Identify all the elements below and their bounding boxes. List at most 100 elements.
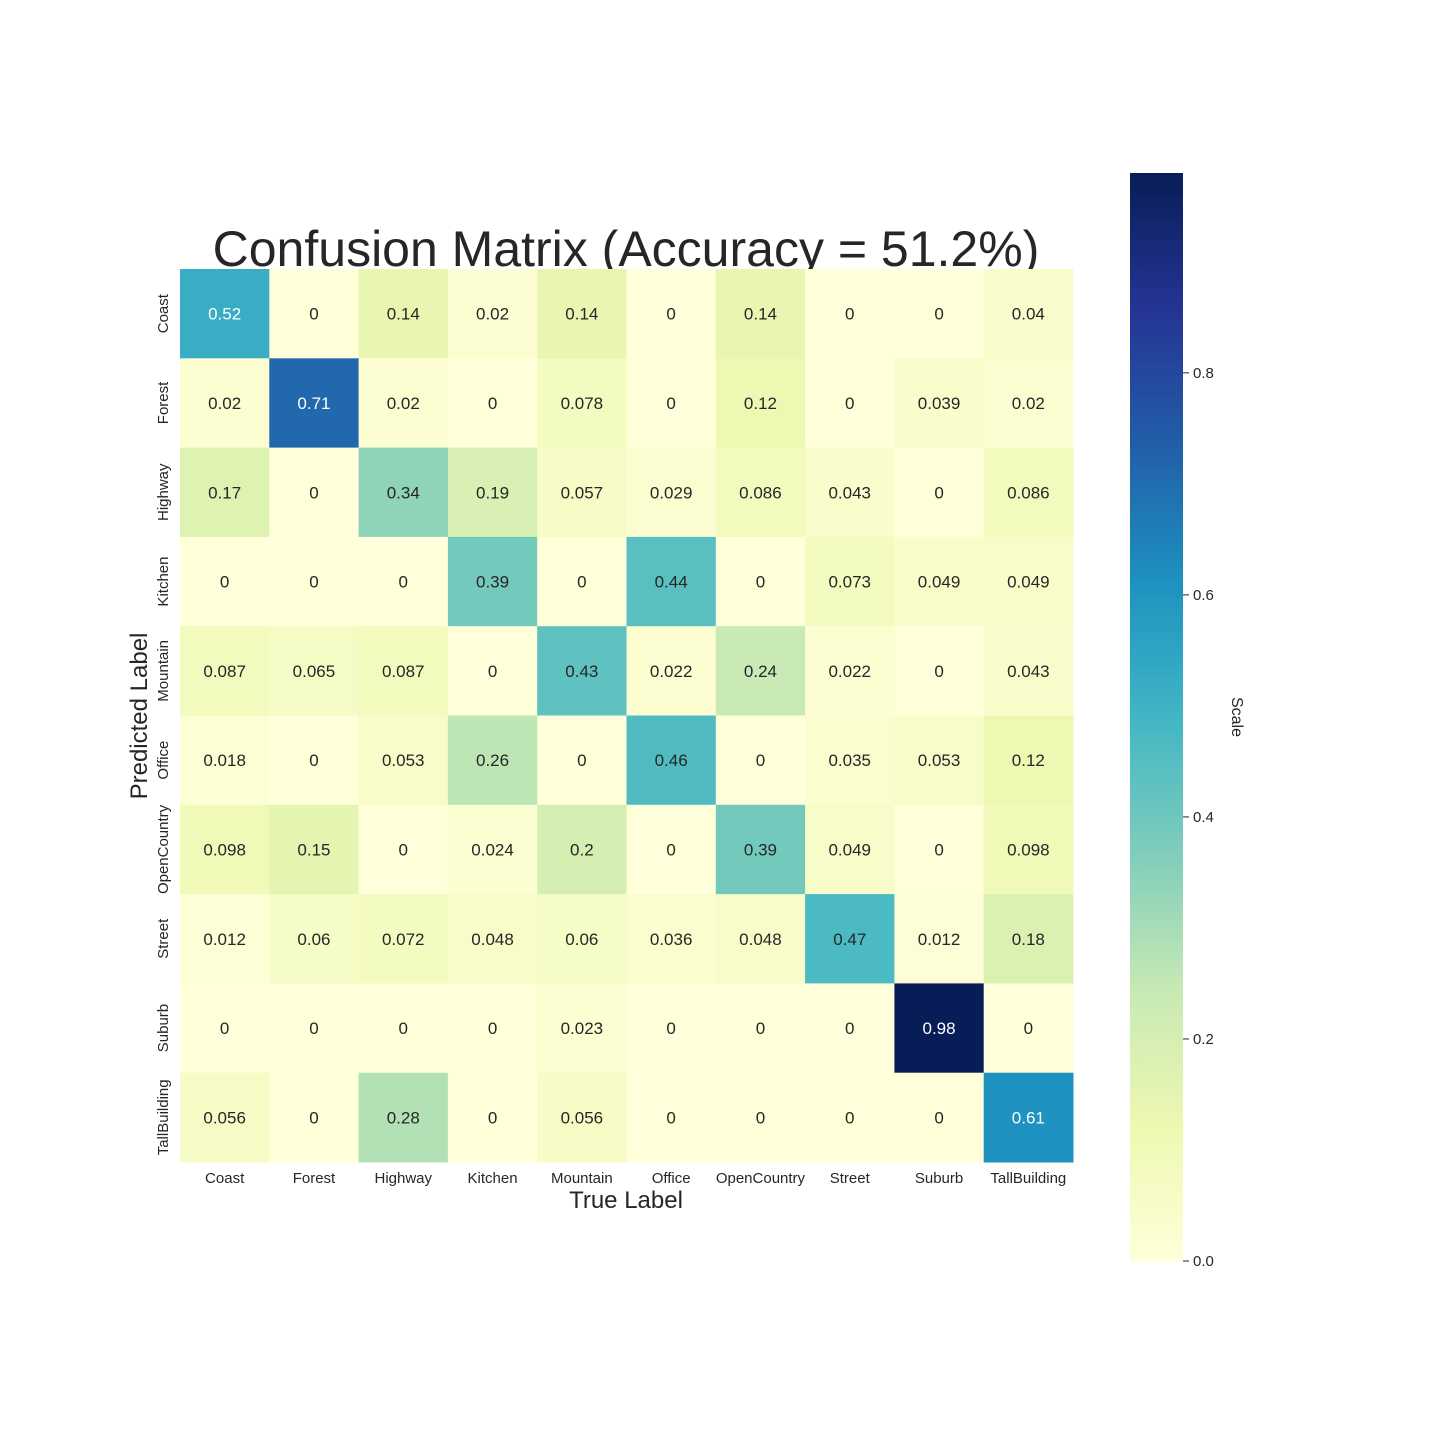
heatmap-cell (894, 447, 985, 538)
cell-value-label: 0 (399, 1019, 408, 1038)
y-tick-label: Suburb (155, 1004, 172, 1052)
cell-value-label: 0 (1024, 1019, 1033, 1038)
cell-value-label: 0.078 (561, 394, 604, 413)
x-tick-label: Forest (293, 1170, 336, 1187)
cell-value-label: 0.053 (918, 751, 961, 770)
heatmap-cell (805, 894, 895, 984)
heatmap-cell (447, 894, 538, 984)
y-tick-label: Forest (155, 381, 172, 424)
cell-value-label: 0.049 (1007, 573, 1050, 592)
heatmap-cell (805, 447, 895, 538)
cell-value-label: 0 (934, 305, 943, 324)
cell-value-label: 0.52 (208, 305, 241, 324)
x-tick-label: Suburb (915, 1170, 963, 1187)
heatmap-cell (983, 983, 1074, 1074)
colorbar: 0.0 0.2 0.4 0.6 0.8 Scale (1130, 173, 1245, 1270)
cell-value-label: 0 (666, 394, 675, 413)
heatmap-cell (537, 894, 627, 984)
heatmap-cell (269, 715, 360, 806)
x-tick-label: Street (830, 1170, 871, 1187)
heatmap-cell (447, 358, 538, 449)
cell-value-label: 0 (309, 305, 318, 324)
y-tick-label: Office (155, 741, 172, 780)
cell-value-label: 0 (666, 1108, 675, 1127)
heatmap-cell (626, 358, 717, 449)
cell-value-label: 0 (934, 840, 943, 859)
cell-value-label: 0.06 (297, 930, 330, 949)
cell-value-label: 0.06 (565, 930, 598, 949)
cell-value-label: 0.098 (1007, 840, 1050, 859)
heatmap-cell (805, 983, 895, 1074)
heatmap-cell (358, 447, 449, 538)
heatmap-cell (269, 536, 360, 627)
x-tick-label: Mountain (551, 1170, 613, 1187)
cell-value-label: 0.048 (739, 930, 782, 949)
cell-value-label: 0.04 (1012, 305, 1045, 324)
heatmap-cell (805, 358, 895, 449)
heatmap-cell (269, 1072, 360, 1163)
x-axis-label: True Label (569, 1187, 683, 1214)
cell-value-label: 0.065 (293, 662, 336, 681)
cell-value-label: 0 (488, 662, 497, 681)
heatmap-cell (269, 626, 360, 716)
heatmap-cell (626, 1072, 717, 1163)
heatmap-cell (626, 626, 717, 716)
heatmap-cell (983, 447, 1074, 538)
heatmap-cell (269, 804, 360, 895)
y-tick-label: Street (155, 918, 172, 959)
cell-value-label: 0.048 (471, 930, 514, 949)
cell-value-label: 0.47 (833, 930, 866, 949)
heatmap-cell (180, 715, 270, 806)
cell-value-label: 0.018 (203, 751, 246, 770)
heatmap-cell (626, 447, 717, 538)
y-tick-label: Coast (155, 293, 172, 333)
chart-title: Confusion Matrix (Accuracy = 51.2%) (213, 221, 1040, 277)
heatmap-cell (983, 358, 1074, 449)
cell-value-label: 0.17 (208, 483, 241, 502)
cell-value-label: 0 (399, 840, 408, 859)
cell-value-label: 0 (756, 751, 765, 770)
cell-value-label: 0 (488, 1108, 497, 1127)
colorbar-label: Scale (1228, 697, 1245, 737)
heatmap-cell (358, 894, 449, 984)
heatmap-cell (180, 983, 270, 1074)
heatmap-cell (180, 269, 270, 359)
cell-value-label: 0.039 (918, 394, 961, 413)
y-tick-label: TallBuilding (155, 1079, 172, 1155)
heatmap-cell (447, 626, 538, 716)
heatmap-cell (537, 536, 627, 627)
cell-value-label: 0.39 (476, 573, 509, 592)
cell-value-label: 0.086 (1007, 483, 1050, 502)
heatmap-cell (805, 804, 895, 895)
heatmap-cell (447, 983, 538, 1074)
cell-value-label: 0.98 (923, 1019, 956, 1038)
heatmap-cell (805, 715, 895, 806)
cell-value-label: 0 (666, 840, 675, 859)
cell-value-label: 0.012 (203, 930, 246, 949)
heatmap-cell (715, 358, 806, 449)
colorbar-tick-label: 0.0 (1193, 1253, 1214, 1270)
heatmap-cell (894, 536, 985, 627)
heatmap-cell (894, 1072, 985, 1163)
cell-value-label: 0.2 (570, 840, 594, 859)
cell-value-label: 0.029 (650, 483, 693, 502)
cell-value-label: 0.24 (744, 662, 777, 681)
cell-value-label: 0 (577, 573, 586, 592)
heatmap-cell (537, 626, 627, 716)
heatmap-cell (358, 804, 449, 895)
cell-value-label: 0.072 (382, 930, 425, 949)
heatmap-cell (805, 536, 895, 627)
colorbar-ticks: 0.0 0.2 0.4 0.6 0.8 (1183, 365, 1214, 1270)
cell-value-label: 0.087 (382, 662, 425, 681)
heatmap-cell (447, 536, 538, 627)
heatmap-cell (805, 1072, 895, 1163)
cell-value-label: 0 (756, 1108, 765, 1127)
x-tick-label: TallBuilding (990, 1170, 1066, 1187)
heatmap-cell (983, 1072, 1074, 1163)
heatmap-cell (180, 626, 270, 716)
heatmap-cell (894, 983, 985, 1074)
heatmap-cell (715, 536, 806, 627)
heatmap-cell (626, 983, 717, 1074)
cell-value-label: 0.049 (828, 840, 871, 859)
